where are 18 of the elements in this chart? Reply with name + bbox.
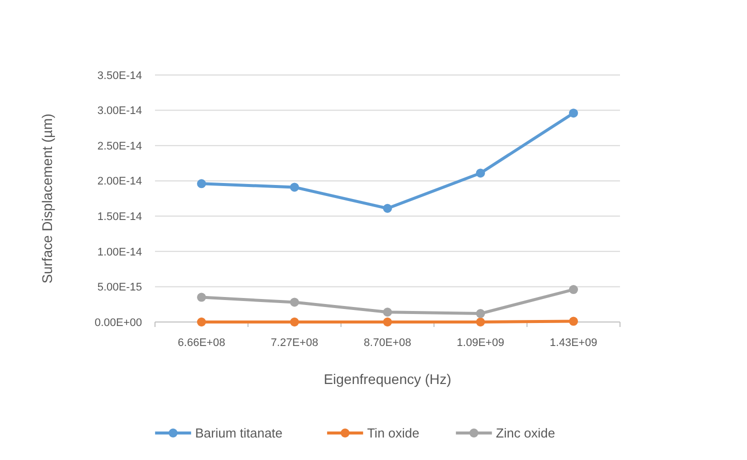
y-tick-label: 2.50E-14	[97, 140, 142, 152]
x-tick-label: 1.43E+09	[550, 337, 598, 349]
x-axis-title: Eigenfrequency (Hz)	[324, 371, 452, 387]
x-tick-label: 8.70E+08	[364, 337, 412, 349]
legend-label: Zinc oxide	[496, 426, 556, 441]
y-tick-label: 3.00E-14	[97, 105, 142, 118]
y-tick-label: 1.00E-14	[97, 246, 142, 258]
x-tick-label: 1.09E+09	[456, 337, 504, 349]
y-axis-title: Surface Displacement (µm)	[39, 114, 55, 284]
y-tick-label: 2.00E-14	[97, 176, 142, 188]
x-tick-label: 7.27E+08	[270, 337, 318, 349]
x-tick-label: 6.66E+08	[178, 337, 226, 349]
y-tick-label: 5.00E-15	[97, 282, 142, 294]
y-tick-label: 1.50E-14	[97, 210, 142, 223]
y-tick-label: 0.00E+00	[94, 316, 142, 329]
legend-label: Barium titanate	[195, 426, 283, 441]
legend-label: Tin oxide	[367, 426, 420, 441]
y-tick-label: 3.50E-14	[97, 70, 142, 82]
